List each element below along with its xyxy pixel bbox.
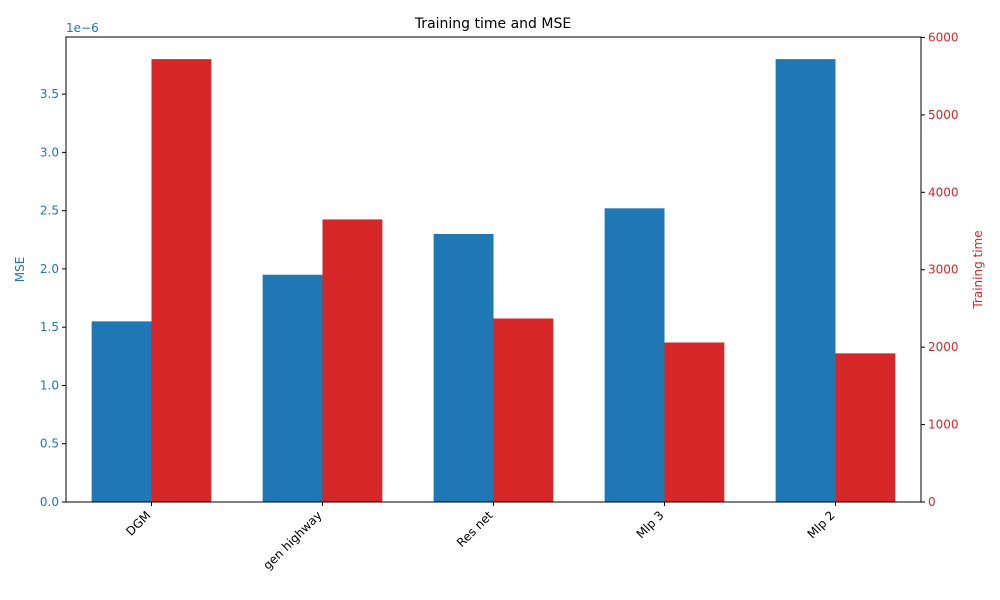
left-axis: 0.0 0.5 1.0 1.5 2.0 2.5 3.0 3.5	[40, 87, 66, 509]
left-tick-label: 0.5	[40, 437, 59, 451]
right-tick-label: 2000	[928, 340, 959, 354]
bar-mse-0	[91, 321, 152, 502]
chart-title: Training time and MSE	[414, 16, 571, 32]
bar-training-time-0	[151, 59, 212, 502]
right-axis: 0 1000 2000 3000 4000 5000 6000	[921, 30, 959, 509]
right-tick-label: 0	[928, 495, 936, 509]
bar-training-time-3	[664, 342, 725, 502]
x-tick-label: Mlp 2	[805, 508, 838, 541]
x-axis: DGM gen highway Res net Mlp 3 Mlp 2	[123, 502, 838, 572]
left-tick-label: 2.0	[40, 262, 59, 276]
x-tick-label: DGM	[123, 508, 153, 538]
bar-training-time-1	[322, 219, 383, 502]
plot-frame	[65, 36, 922, 503]
x-tick-label: gen highway	[260, 508, 324, 572]
bar-mse-2	[433, 233, 494, 502]
bar-training-time-2	[493, 318, 554, 502]
left-tick-label: 3.5	[40, 87, 59, 101]
right-tick-label: 6000	[928, 30, 959, 44]
right-tick-label: 5000	[928, 108, 959, 122]
bar-mse-1	[262, 274, 323, 502]
bar-mse-3	[604, 208, 665, 502]
left-tick-label: 3.0	[40, 145, 59, 159]
bars	[91, 59, 896, 502]
left-axis-offset-text: 1e−6	[66, 21, 99, 35]
bar-training-time-4	[835, 353, 896, 502]
left-tick-label: 0.0	[40, 495, 59, 509]
x-tick-label: Mlp 3	[634, 508, 667, 541]
left-axis-label: MSE	[13, 257, 27, 283]
right-tick-label: 4000	[928, 185, 959, 199]
right-tick-label: 1000	[928, 418, 959, 432]
left-tick-label: 1.0	[40, 378, 59, 392]
left-tick-label: 1.5	[40, 320, 59, 334]
bar-mse-4	[775, 59, 836, 502]
left-tick-label: 2.5	[40, 204, 59, 218]
x-tick-label: Res net	[454, 508, 496, 550]
right-axis-label: Training time	[971, 230, 985, 309]
right-tick-label: 3000	[928, 263, 959, 277]
